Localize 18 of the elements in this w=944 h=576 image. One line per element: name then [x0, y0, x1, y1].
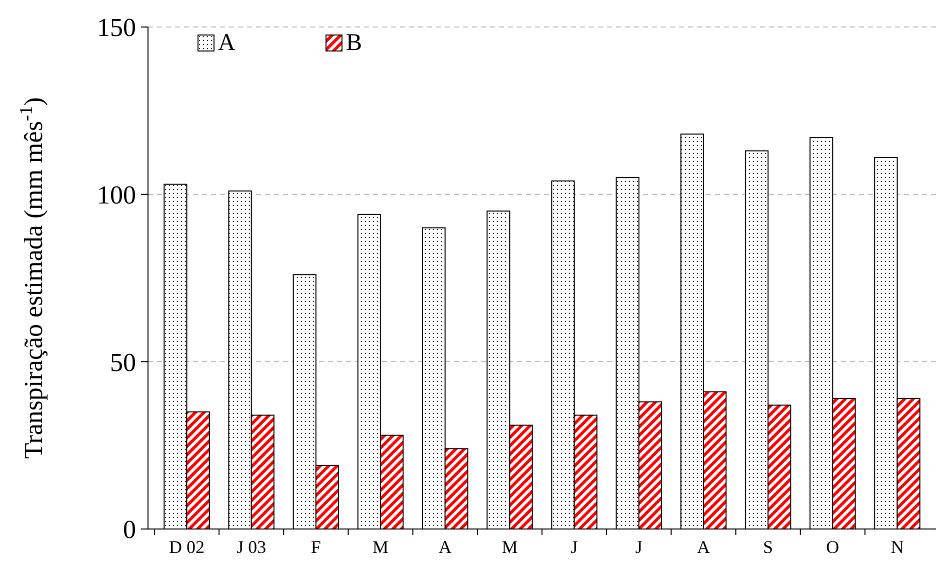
x-tick-label: F — [310, 537, 321, 557]
x-tick-label: O — [826, 537, 840, 557]
y-tick-label: 100 — [97, 180, 136, 210]
x-tick-label: S — [763, 537, 774, 557]
x-tick-label: N — [890, 537, 904, 557]
x-tick-label: M — [502, 537, 518, 557]
x-tick-label: J — [570, 537, 578, 557]
x-tick-label: D 02 — [169, 537, 205, 557]
x-tick-label: J 03 — [236, 537, 266, 557]
x-tick-label: A — [438, 537, 452, 557]
y-tick-label: 150 — [97, 13, 136, 42]
x-tick-label: J — [635, 537, 642, 557]
x-tick-label: M — [372, 537, 389, 557]
legend-label: A — [218, 30, 236, 56]
y-tick-label: 50 — [110, 348, 136, 377]
y-tick-label: 0 — [123, 515, 136, 544]
legend-label: B — [346, 30, 362, 56]
x-tick-label: A — [696, 537, 710, 557]
